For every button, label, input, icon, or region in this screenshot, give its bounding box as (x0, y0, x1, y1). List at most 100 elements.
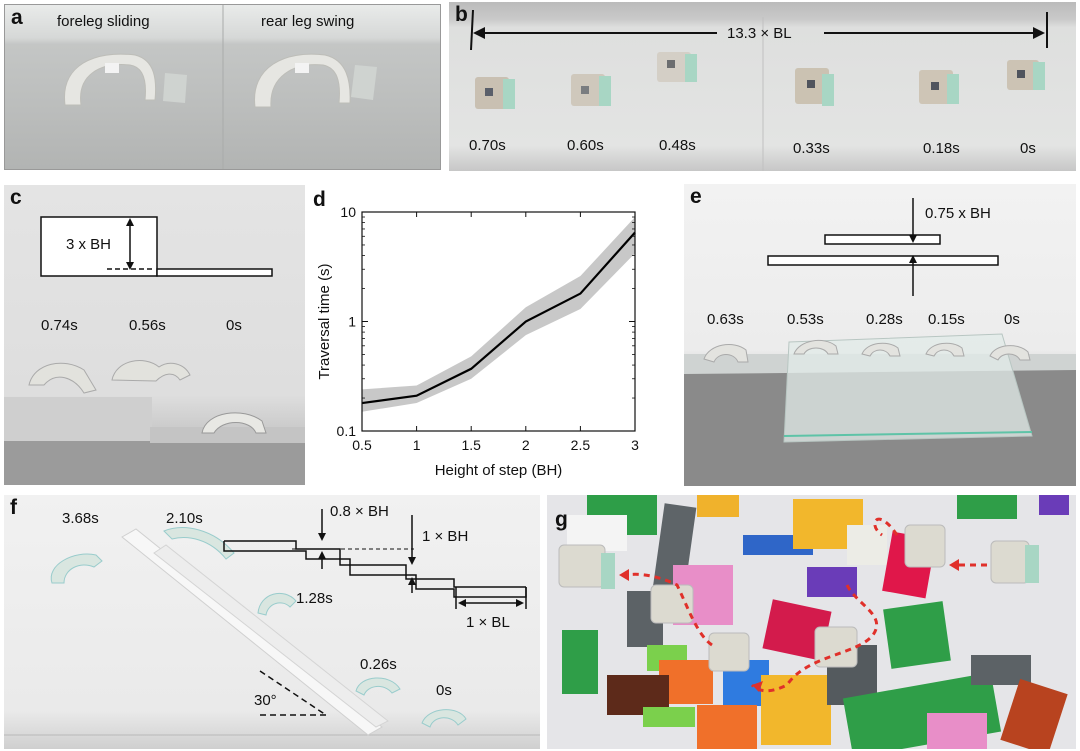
traversal-time-line (361, 231, 636, 405)
robot-0s (989, 345, 1031, 361)
robot-snapshots (475, 52, 1045, 109)
time-label: 0s (1004, 311, 1020, 328)
time-label: 3.68s (62, 510, 99, 527)
arrowhead-right (1033, 27, 1045, 39)
robot-1-28s (257, 592, 297, 616)
robot-rear-leg-swing (254, 53, 351, 108)
step-large-label: 1 × BH (422, 528, 469, 545)
lower-plate-diagram (767, 255, 999, 266)
y-tick-label: 10 (340, 204, 356, 220)
x-tick-label: 2 (522, 437, 530, 453)
distance-label: 13.3 × BL (727, 25, 792, 42)
ground (4, 441, 305, 485)
y-tick-label: 0.1 (337, 423, 357, 439)
robot-marker (295, 63, 309, 73)
time-label: 0.60s (567, 137, 604, 154)
panel-e-scene (684, 198, 1076, 486)
time-label: 1.28s (296, 590, 333, 607)
step-small-label: 0.8 × BH (330, 503, 389, 520)
time-label: 0.28s (866, 311, 903, 328)
traversal-time-chart: 0.5 1 1.5 2 2.5 3 0.1 1 10 Height of step (BH) Tra… (316, 204, 639, 479)
path-arrow (750, 584, 879, 693)
step-diagram-block (40, 216, 158, 277)
upper-plate-diagram (824, 234, 941, 245)
panel-f: f 3.68s 2.10s 1.28s 0.26s 0s 0.8 × BH 1 … (4, 495, 540, 749)
time-label: 0s (226, 317, 242, 334)
ground-plate (150, 427, 305, 443)
x-tick-label: 1.5 (461, 437, 481, 453)
robot-tab (351, 65, 377, 100)
panel-label-b: b (455, 3, 468, 26)
x-axis-label: Height of step (BH) (435, 462, 563, 479)
panel-e: e 0.75 x BH 0.63s 0.53s 0.28s 0.15s 0s (684, 184, 1076, 486)
gap-label: 0.75 x BH (925, 205, 991, 222)
robot-0-74s (28, 362, 97, 394)
robot-0-56s (111, 360, 191, 382)
panel-label-a: a (11, 6, 23, 29)
panel-a: a foreleg sliding rear leg swing (4, 4, 441, 170)
x-tick-label: 2.5 (571, 437, 591, 453)
start-tick (470, 9, 474, 51)
panel-label-g: g (555, 508, 568, 531)
step-block (4, 397, 152, 442)
panel-d: d 0.5 1 1.5 2 2.5 3 0.1 1 10 Height of step (BH) T… (307, 185, 649, 493)
time-label: 0.53s (787, 311, 824, 328)
robot-foreleg-sliding (64, 53, 157, 106)
panel-f-scene (4, 509, 540, 736)
time-label: 0.33s (793, 140, 830, 157)
time-label: 0.26s (360, 656, 397, 673)
time-label: 0.74s (41, 317, 78, 334)
caption-foreleg-sliding: foreleg sliding (57, 13, 150, 30)
robot-0-53s (793, 339, 839, 355)
step-height-label: 3 x BH (66, 236, 112, 253)
y-axis-label: Traversal time (s) (316, 263, 333, 379)
path-arrow (873, 517, 899, 537)
y-tick-label: 1 (348, 314, 356, 330)
panel-label-d: d (313, 188, 326, 211)
panel-a-scene (64, 5, 377, 169)
confidence-band (362, 217, 635, 412)
time-label: 0.15s (928, 311, 965, 328)
robot-0-15s (925, 342, 965, 357)
robot-tab (163, 73, 187, 103)
time-label: 2.10s (166, 510, 203, 527)
step-diagram-plate (156, 268, 273, 277)
x-tick-label: 0.5 (352, 437, 372, 453)
robot-marker (105, 63, 119, 73)
time-label: 0.48s (659, 137, 696, 154)
caption-rear-leg-swing: rear leg swing (261, 13, 355, 30)
angle-label: 30° (254, 692, 277, 709)
panel-b: b 13.3 × BL 0.70s 0.60s 0.48s 0.33s 0.18… (449, 2, 1076, 171)
panel-b-scene (470, 9, 1048, 171)
robot-0s (421, 709, 467, 728)
robot-0-63s (703, 344, 749, 363)
robot-0-26s (355, 677, 401, 696)
path-arrow (626, 572, 713, 647)
panel-c: c 3 x BH 0.74s 0.56s 0s (4, 185, 305, 485)
time-label: 0.18s (923, 140, 960, 157)
arrowhead-left (473, 27, 485, 39)
panel-label-c: c (10, 186, 22, 209)
robot-2-10s (163, 527, 235, 560)
panel-label-e: e (690, 185, 702, 208)
angle-line-incline (259, 670, 327, 716)
time-label: 0.63s (707, 311, 744, 328)
lego-bricks (562, 495, 1069, 749)
x-tick-label: 1 (413, 437, 421, 453)
stair-diagram (223, 540, 527, 598)
robot-0s (201, 412, 267, 434)
glass-sheet (783, 333, 1033, 443)
glass-edge (783, 431, 1033, 437)
time-label: 0.56s (129, 317, 166, 334)
panel-c-scene (4, 216, 305, 485)
time-label: 0s (436, 682, 452, 699)
robot-0-28s (861, 342, 901, 357)
time-label: 0s (1020, 140, 1036, 157)
panel-label-f: f (10, 496, 17, 519)
x-tick-label: 3 (631, 437, 639, 453)
length-label: 1 × BL (466, 614, 510, 631)
robot-3-68s (50, 553, 103, 584)
time-label: 0.70s (469, 137, 506, 154)
panel-g: g (547, 495, 1076, 749)
panel-g-scene (558, 495, 1069, 749)
